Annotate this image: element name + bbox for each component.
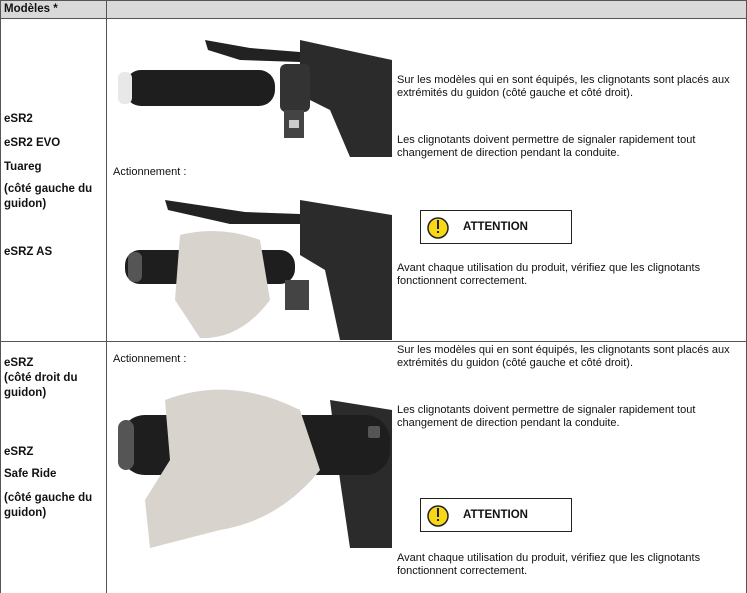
model-name: eSRZ [4, 357, 34, 369]
model-name: (côté gauche du guidon) [4, 183, 93, 210]
model-name: eSRZ [4, 446, 34, 458]
attention-box: ATTENTION [420, 498, 572, 532]
model-name: Tuareg [4, 161, 42, 173]
action-label: Actionnement : [113, 353, 187, 365]
photo-handlebar-3 [118, 389, 392, 548]
photo-handlebar-2 [125, 200, 392, 340]
model-name: eSR2 [4, 113, 33, 125]
warning-text: Avant chaque utilisation du produit, vér… [397, 552, 701, 577]
model-name: eSRZ AS [4, 246, 53, 258]
model-name: Safe Ride [4, 468, 57, 480]
action-label: Actionnement : [113, 166, 187, 178]
header-title: Modèles * [4, 3, 58, 15]
paragraph: Les clignotants doivent permettre de sig… [397, 134, 696, 159]
photo-handlebar-1 [118, 40, 392, 157]
attention-label: ATTENTION [463, 509, 528, 521]
paragraph: Sur les modèles qui en sont équipés, les… [397, 74, 730, 99]
attention-icon [427, 217, 449, 239]
attention-label: ATTENTION [463, 221, 528, 233]
model-name: (côté gauche du guidon) [4, 492, 93, 519]
model-name: eSR2 EVO [4, 137, 61, 149]
model-name: (côté droit du guidon) [4, 372, 78, 399]
attention-icon [427, 505, 449, 527]
paragraph: Sur les modèles qui en sont équipés, les… [397, 344, 730, 369]
paragraph: Les clignotants doivent permettre de sig… [397, 404, 696, 429]
warning-text: Avant chaque utilisation du produit, vér… [397, 262, 701, 287]
attention-box: ATTENTION [420, 210, 572, 244]
